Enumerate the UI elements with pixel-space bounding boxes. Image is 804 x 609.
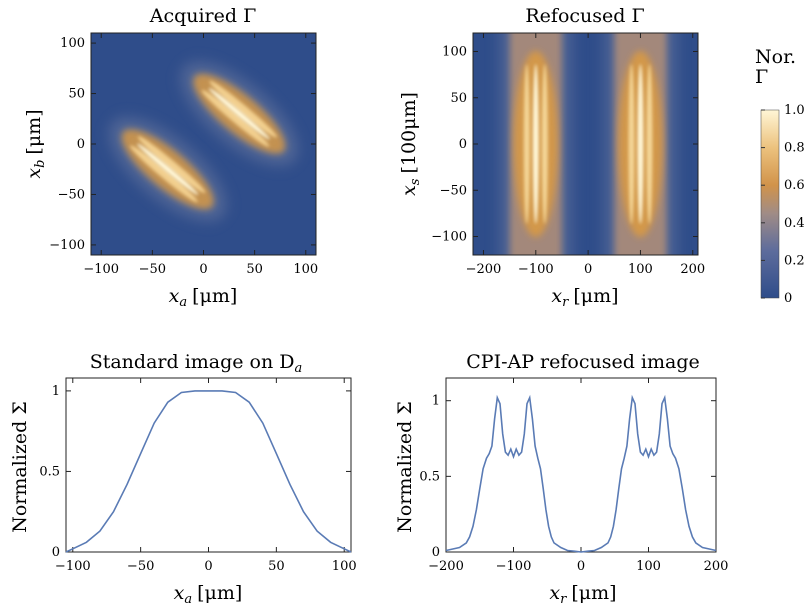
panel-c-xlabel: xa [μm] (174, 582, 243, 607)
x-tick-label: 200 (704, 559, 729, 574)
x-tick-label: −100 (496, 559, 532, 574)
x-tick-label: 0 (199, 262, 207, 277)
colorbar-tick-label: 0 (784, 291, 792, 306)
panel-d-series-line (445, 394, 717, 553)
colorbar-tick-label: 0.6 (784, 178, 804, 193)
x-tick-label: −50 (139, 262, 166, 277)
heatmap-band-1 (499, 33, 572, 255)
y-tick-label: 50 (68, 87, 85, 102)
colorbar-tick-label: 1.0 (784, 103, 804, 118)
panel-cpi-ap-image: CPI-AP refocused image −200 −100 0 100 200 0 0… (394, 351, 728, 607)
x-tick-label: −200 (428, 559, 464, 574)
panel-b-title: Refocused Γ (525, 5, 644, 27)
y-tick-label: 100 (442, 45, 467, 60)
colorbar: Nor. Γ 0 0.2 0.4 0.6 0.8 1.0 (755, 46, 804, 306)
x-tick-label: 0 (584, 262, 592, 277)
x-tick-label: 100 (628, 262, 653, 277)
y-tick-label: −100 (49, 238, 85, 253)
y-tick-label: 0.5 (419, 469, 440, 484)
x-tick-label: −50 (127, 559, 154, 574)
heatmap-lobe-1 (109, 117, 227, 221)
y-tick-label: −50 (440, 183, 467, 198)
y-tick-label: 0 (432, 545, 440, 560)
x-tick-label: 200 (680, 262, 705, 277)
x-tick-label: 100 (293, 262, 318, 277)
y-tick-label: 1 (52, 384, 60, 399)
panel-b-heatmap (473, 33, 698, 255)
colorbar-tick-label: 0.4 (784, 216, 804, 231)
x-tick-label: 0 (204, 559, 212, 574)
x-tick-label: 0 (577, 559, 585, 574)
y-tick-label: 0 (52, 545, 60, 560)
heatmap-band-2 (604, 33, 677, 255)
x-tick-label: 100 (332, 559, 357, 574)
y-tick-label: 100 (60, 36, 85, 51)
y-tick-label: −100 (431, 230, 467, 245)
x-tick-label: −100 (518, 262, 554, 277)
panel-c-series-line (65, 390, 352, 553)
panel-a-ylabel: xb[μm] (23, 109, 48, 178)
panel-c-ylabel: Normalized Σ (9, 401, 31, 533)
x-tick-label: 100 (636, 559, 661, 574)
panel-b-ylabel: xs[100μm] (398, 92, 423, 196)
panel-standard-image: Standard image on Da −100 −50 0 50 10000.51 … (9, 351, 357, 607)
x-tick-label: −100 (55, 559, 91, 574)
y-tick-label: 1 (432, 394, 440, 409)
y-tick-label: 0 (459, 137, 467, 152)
colorbar-gradient (760, 109, 780, 299)
x-tick-label: −100 (83, 262, 119, 277)
panel-acquired-gamma: Acquired Γ −100 −50 0 50 100 −100 −50 0 50 100 xa… (23, 5, 318, 310)
colorbar-tick-label: 0.8 (784, 141, 804, 156)
panel-a-xlabel: xa [μm] (169, 285, 238, 310)
y-tick-label: 0 (77, 137, 85, 152)
colorbar-tick-label: 0.2 (784, 253, 804, 268)
panel-d-title: CPI-AP refocused image (466, 351, 700, 373)
y-tick-label: −50 (58, 187, 85, 202)
panel-d-frame (445, 377, 717, 553)
panel-c-title: Standard image on Da (90, 351, 303, 376)
y-tick-label: 0.5 (39, 464, 60, 479)
panel-a-heatmap (91, 33, 316, 255)
panel-d-xlabel: xr [μm] (549, 582, 616, 607)
x-tick-label: 50 (246, 262, 263, 277)
colorbar-label-line1: Nor. (755, 46, 796, 68)
panel-c-frame (65, 377, 352, 553)
panel-b-xlabel: xr [μm] (551, 285, 618, 310)
heatmap-lobe-2 (180, 62, 298, 166)
panel-d-ylabel: Normalized Σ (394, 401, 416, 533)
panel-a-title: Acquired Γ (149, 5, 257, 27)
y-tick-label: 50 (450, 91, 467, 106)
x-tick-label: −200 (466, 262, 502, 277)
x-tick-label: 50 (268, 559, 285, 574)
colorbar-label-line2: Γ (755, 66, 768, 88)
panel-refocused-gamma: Refocused Γ −200 −100 0 100 200 −100 −50 0 50 100… (398, 5, 705, 310)
